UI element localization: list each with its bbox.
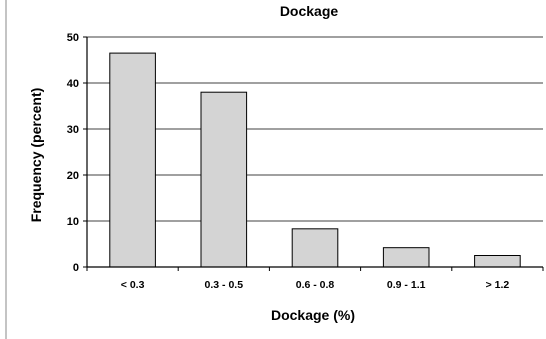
x-category-labels: < 0.3 0.3 - 0.5 0.6 - 0.8 0.9 - 1.1 > 1.2 — [121, 279, 510, 291]
axes — [83, 36, 544, 271]
bar-2 — [200, 91, 248, 268]
x-category-label: 0.9 - 1.1 — [387, 279, 426, 291]
y-tick-label: 0 — [73, 262, 79, 274]
chart-title: Dockage — [280, 3, 339, 19]
y-tick-label: 20 — [67, 170, 79, 182]
y-axis-label: Frequency (percent) — [28, 88, 44, 223]
x-category-label: < 0.3 — [121, 279, 145, 291]
x-category-label: 0.6 - 0.8 — [296, 279, 335, 291]
gridlines — [87, 36, 543, 222]
y-tick-labels: 0 10 20 30 40 50 — [67, 32, 79, 274]
bar-5 — [474, 255, 521, 268]
bar-3 — [291, 228, 339, 268]
x-axis-label: Dockage (%) — [271, 307, 355, 323]
x-category-label: > 1.2 — [486, 279, 510, 291]
bar-1 — [109, 52, 156, 268]
bars — [109, 52, 521, 268]
x-category-label: 0.3 - 0.5 — [205, 279, 244, 291]
y-tick-label: 50 — [67, 32, 79, 44]
y-tick-label: 10 — [67, 216, 79, 228]
y-tick-label: 30 — [67, 124, 79, 136]
bar-4 — [382, 247, 430, 268]
y-tick-label: 40 — [67, 78, 79, 90]
